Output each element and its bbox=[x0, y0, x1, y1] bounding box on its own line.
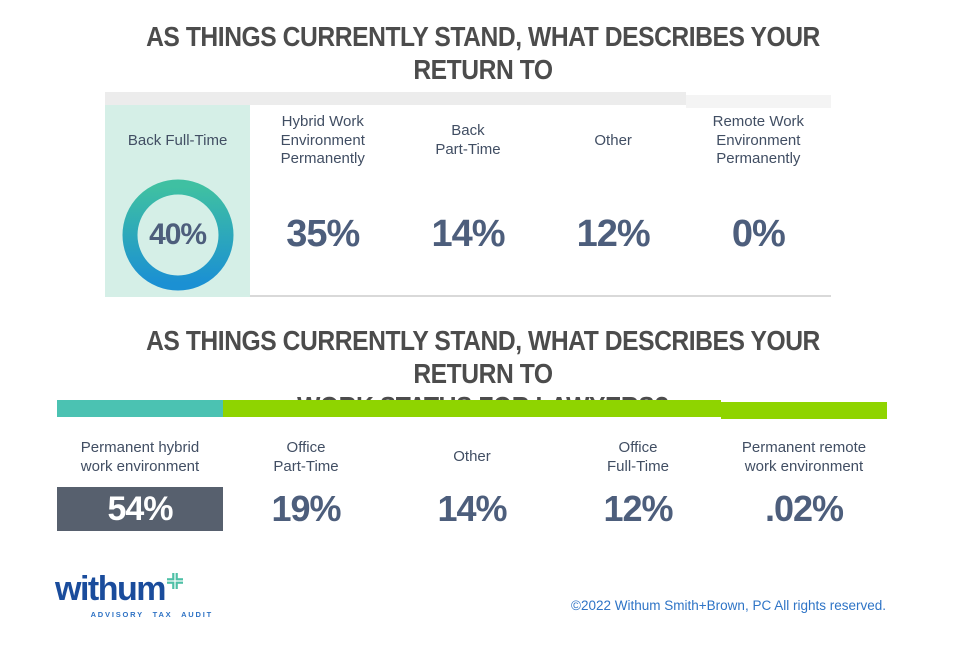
lawyers-chart: Permanent hybrid work environment 54% Of… bbox=[57, 400, 887, 531]
staff-category-label: Back Full-Time bbox=[127, 131, 228, 149]
staff-category-label: Other bbox=[594, 131, 632, 149]
withum-wordmark: withum bbox=[55, 570, 166, 608]
staff-category-label: Back Part-Time bbox=[435, 122, 501, 158]
lawyers-category-label: Other bbox=[453, 448, 491, 466]
staff-column-other: Other 12% bbox=[540, 105, 686, 297]
staff-column-back-full-time: Back Full-Time 40% bbox=[105, 105, 251, 297]
staff-category-label: Hybrid Work Environment Permanently bbox=[280, 112, 365, 168]
lawyers-bar-green-segment bbox=[223, 400, 721, 417]
lawyers-highlight-value-box: 54% bbox=[57, 487, 223, 531]
lawyers-column-office-full-time: Office Full-Time 12% bbox=[555, 433, 721, 531]
lawyers-value: 14% bbox=[437, 488, 507, 529]
lawyers-header-bar bbox=[57, 400, 887, 419]
lawyers-category-label: Office Full-Time bbox=[607, 438, 669, 476]
lawyers-value: 19% bbox=[271, 488, 341, 529]
staff-value: 40% bbox=[149, 218, 207, 251]
staff-header-band-segment-offset bbox=[685, 95, 831, 108]
staff-column-back-part-time: Back Part-Time 14% bbox=[395, 105, 541, 297]
staff-header-band bbox=[105, 92, 831, 108]
lawyers-column-hybrid: Permanent hybrid work environment 54% bbox=[57, 433, 223, 531]
donut-ring-icon bbox=[122, 179, 234, 291]
lawyers-columns: Permanent hybrid work environment 54% Of… bbox=[57, 433, 887, 531]
lawyers-column-other: Other 14% bbox=[389, 433, 555, 531]
staff-column-hybrid: Hybrid Work Environment Permanently 35% bbox=[250, 105, 396, 297]
withum-tagline: ADVISORY TAX AUDIT bbox=[90, 610, 213, 619]
lawyers-category-label: Permanent remote work environment bbox=[741, 438, 867, 476]
copyright-notice: ©2022 Withum Smith+Brown, PC All rights … bbox=[571, 598, 886, 613]
lawyers-category-label: Permanent hybrid work environment bbox=[80, 438, 200, 476]
donut-ring: 40% bbox=[122, 179, 234, 291]
withum-plus-icon bbox=[166, 573, 183, 594]
lawyers-column-office-part-time: Office Part-Time 19% bbox=[223, 433, 389, 531]
withum-logo: withum ADVISORY TAX AUDIT bbox=[55, 572, 215, 619]
staff-value: 35% bbox=[286, 212, 360, 255]
staff-value: 0% bbox=[731, 212, 786, 255]
lawyers-value: 12% bbox=[603, 488, 673, 529]
staff-columns: Back Full-Time 40% bbox=[105, 105, 831, 297]
lawyers-category-label: Office Part-Time bbox=[273, 438, 339, 476]
staff-value: 12% bbox=[576, 212, 651, 255]
staff-column-remote: Remote Work Environment Permanently 0% bbox=[685, 105, 831, 297]
staff-value: 14% bbox=[431, 212, 505, 255]
lawyers-bar-green-segment-offset bbox=[721, 402, 887, 419]
staff-category-label: Remote Work Environment Permanently bbox=[712, 112, 805, 168]
lawyers-value: .02% bbox=[764, 488, 844, 529]
lawyers-bar-teal-segment bbox=[57, 400, 223, 417]
staff-chart: Back Full-Time 40% bbox=[105, 92, 831, 297]
lawyers-column-remote: Permanent remote work environment .02% bbox=[721, 433, 887, 531]
staff-header-band-segment bbox=[105, 92, 686, 105]
